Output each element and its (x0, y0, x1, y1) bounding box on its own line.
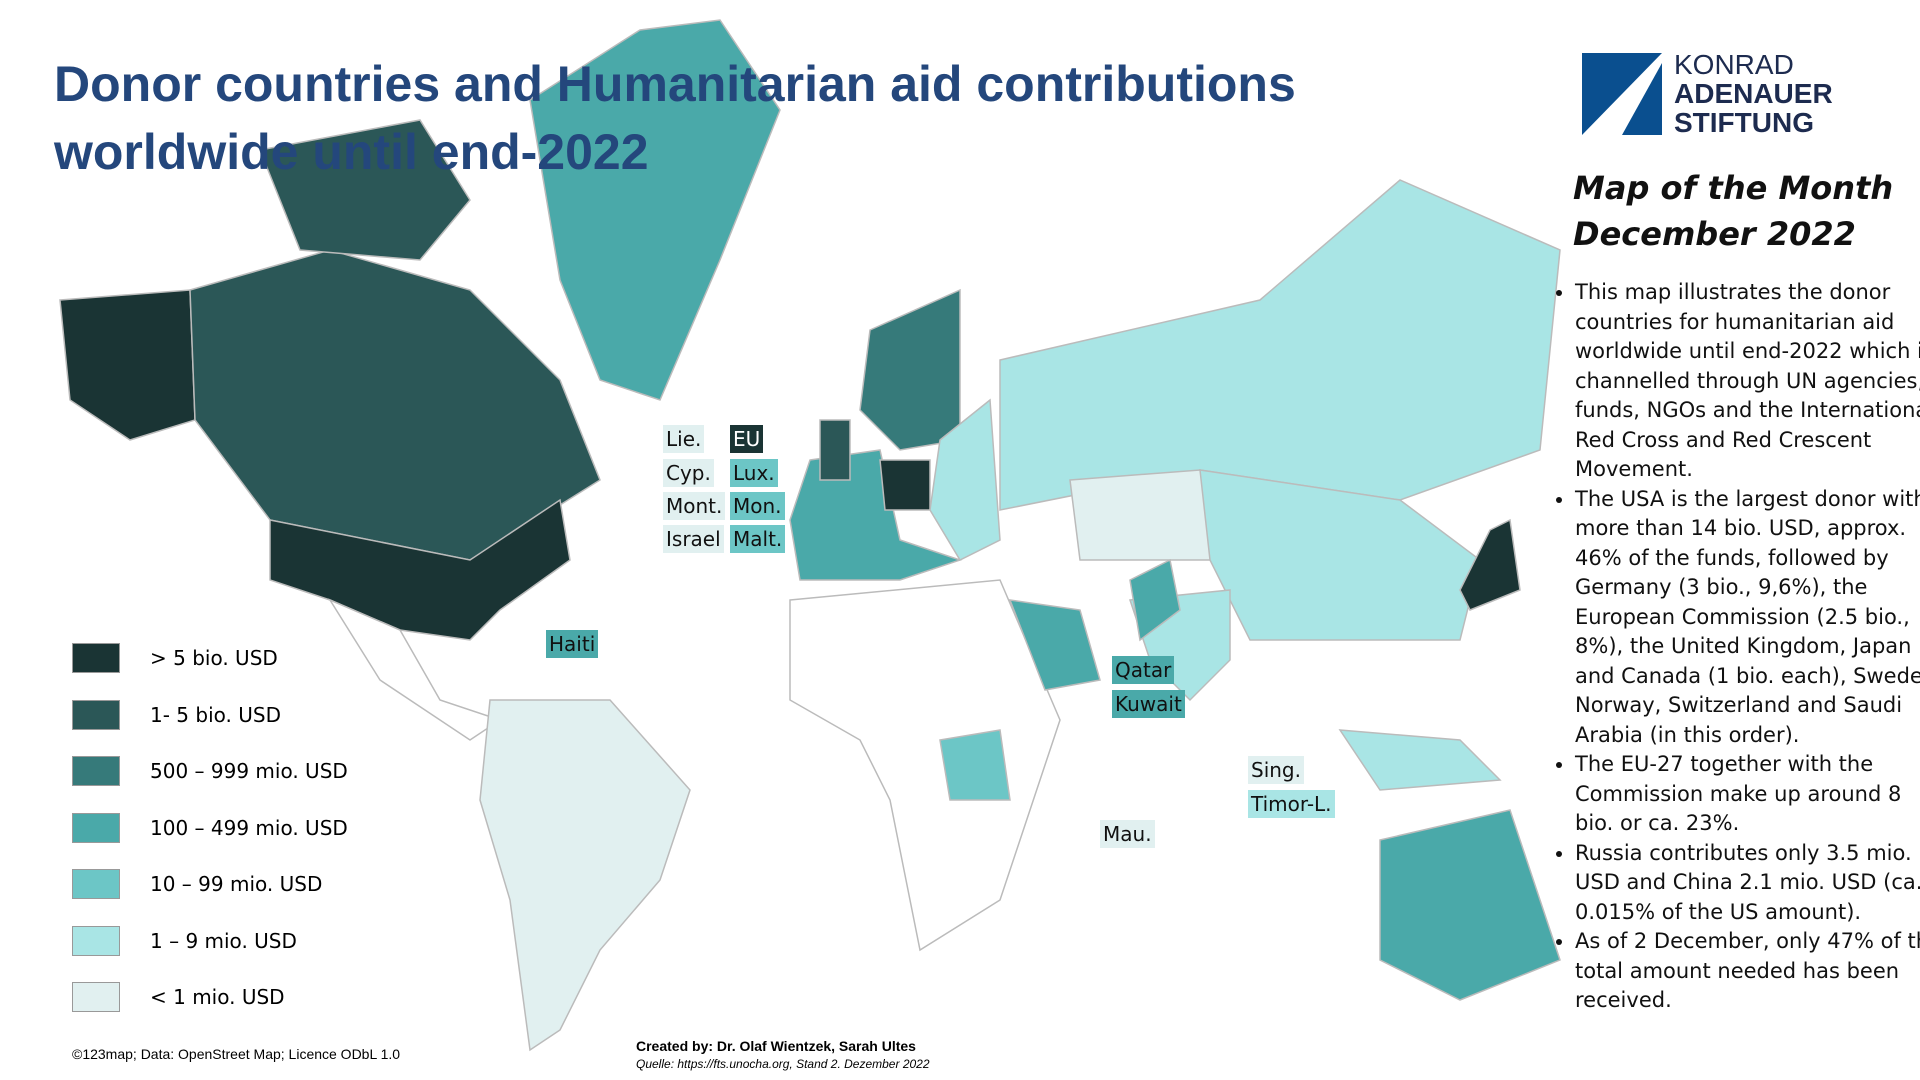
legend-label: 10 – 99 mio. USD (150, 872, 323, 896)
arctic-islands (258, 119, 471, 261)
sidebar-heading: Map of the Month December 2022 (1573, 165, 1893, 257)
legend-swatch (72, 643, 120, 673)
greenland (529, 19, 781, 401)
logo-text: ADENAUER (1674, 78, 1833, 109)
logo: KONRAD ADENAUER STIFTUNG (1582, 50, 1833, 137)
australia (1379, 809, 1561, 1001)
europe-east (929, 398, 1001, 561)
country-label: Kuwait (1112, 690, 1185, 718)
country-label: Mon. (730, 492, 785, 520)
bullet: As of 2 December, only 47% of the total … (1575, 927, 1920, 1016)
south-america (479, 699, 691, 1052)
legend-label: 500 – 999 mio. USD (150, 759, 348, 783)
legend-item: > 5 bio. USD (72, 643, 278, 673)
legend-swatch (72, 925, 120, 956)
legend-swatch (72, 812, 120, 843)
logo-text: KONRAD (1674, 49, 1794, 80)
russia (999, 179, 1561, 511)
bullet: The EU-27 together with the Commission m… (1575, 750, 1920, 839)
africa (789, 579, 1061, 952)
scandinavia (859, 288, 961, 451)
legend-label: 1- 5 bio. USD (150, 702, 281, 727)
legend-item: < 1 mio. USD (72, 982, 285, 1012)
source: Quelle: https://fts.unocha.org, Stand 2.… (636, 1057, 930, 1071)
title: Donor countries and Humanitarian aid con… (54, 56, 1296, 180)
legend-swatch (72, 699, 120, 730)
heading: Map of the Month (1573, 169, 1894, 207)
legend-item: 100 – 499 mio. USD (72, 812, 348, 843)
usa (269, 498, 571, 641)
japan (1459, 518, 1521, 611)
indonesia (1338, 729, 1502, 791)
country-label: Mau. (1100, 820, 1155, 848)
bullet: Russia contributes only 3.5 mio. USD and… (1575, 839, 1920, 928)
legend-swatch (72, 869, 120, 899)
saudi-arabia (1008, 599, 1101, 691)
alaska (59, 289, 196, 441)
license: ©123map; Data: OpenStreet Map; Licence O… (72, 1046, 401, 1062)
bullet: The USA is the largest donor with more t… (1575, 485, 1920, 751)
china (1199, 469, 1481, 641)
country-label: Cyp. (663, 459, 714, 487)
legend-label: > 5 bio. USD (150, 646, 278, 670)
country-label: Mont. (663, 492, 726, 520)
country-label: Israel (663, 525, 724, 553)
country-label: EU (730, 425, 764, 453)
legend-label: < 1 mio. USD (150, 985, 285, 1009)
bullet: This map illustrates the donor countries… (1575, 278, 1920, 485)
country-label: Malt. (730, 525, 786, 553)
country-label: Timor-L. (1248, 790, 1335, 818)
legend-item: 1- 5 bio. USD (72, 699, 281, 730)
legend-item: 1 – 9 mio. USD (72, 925, 297, 956)
country-label: Lux. (730, 459, 778, 487)
country-label: Sing. (1248, 756, 1304, 784)
country-label: Lie. (663, 425, 705, 453)
legend-label: 1 – 9 mio. USD (150, 928, 297, 953)
pakistan (1129, 558, 1181, 642)
country-label: Qatar (1112, 656, 1175, 684)
logo-text: STIFTUNG (1674, 107, 1814, 138)
legend-item: 500 – 999 mio. USD (72, 756, 348, 786)
uk (819, 419, 851, 481)
credits: Created by: Dr. Olaf Wientzek, Sarah Ult… (636, 1038, 916, 1054)
legend-item: 10 – 99 mio. USD (72, 869, 322, 899)
legend-label: 100 – 499 mio. USD (150, 815, 348, 840)
legend-swatch (72, 756, 120, 786)
date: December 2022 (1573, 215, 1856, 253)
legend-swatch (72, 982, 120, 1012)
logo-mark (1582, 52, 1662, 135)
country-label: Haiti (546, 630, 599, 658)
drc (939, 729, 1011, 801)
bullet-list: This map illustrates the donor countries… (1555, 278, 1920, 1016)
germany (879, 459, 931, 511)
